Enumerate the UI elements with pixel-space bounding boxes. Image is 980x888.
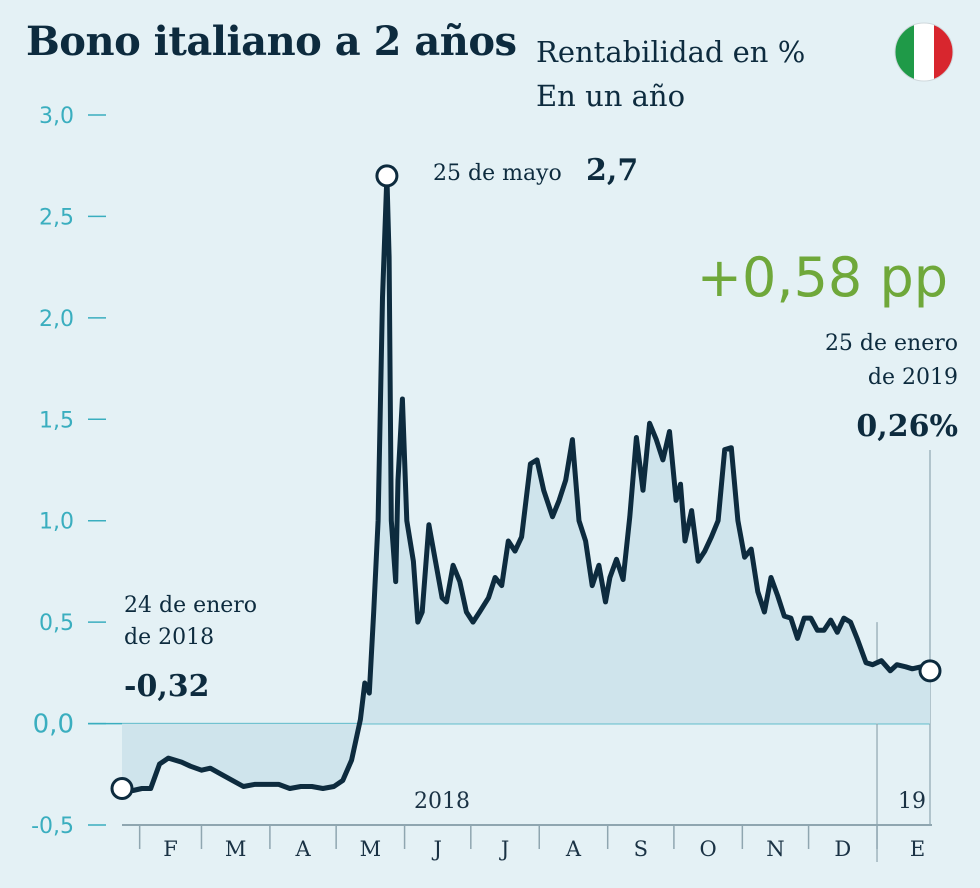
series-line xyxy=(119,173,933,793)
axis-layer: 3,0 2,5 2,0 1,5 1,0 0,5 0,0 -0,5 F M A M J J A S O N D E xyxy=(31,104,932,862)
y-tick-label: 2,5 xyxy=(39,205,74,230)
month-label: E xyxy=(910,837,925,861)
peak-date-label: 25 de mayo xyxy=(433,161,562,186)
month-label: O xyxy=(700,837,717,861)
month-label: N xyxy=(766,837,784,861)
highlight-marker xyxy=(918,659,942,683)
area-fill xyxy=(122,175,930,791)
month-label: M xyxy=(360,837,382,861)
italy-flag-icon xyxy=(894,22,954,82)
end-date-line2: de 2019 xyxy=(868,365,958,390)
month-label: A xyxy=(565,837,582,861)
start-value-label: -0,32 xyxy=(124,669,210,704)
y-tick-label: -0,5 xyxy=(31,814,74,839)
year-label-2018: 2018 xyxy=(414,789,470,814)
year-label-2019: 19 xyxy=(898,789,926,814)
month-label: J xyxy=(431,837,441,861)
chart-title: Bono italiano a 2 años xyxy=(26,18,517,65)
y-tick-label: 2,0 xyxy=(39,307,74,332)
start-date-line1: 24 de enero xyxy=(124,593,257,618)
change-label: +0,58 pp xyxy=(697,246,948,309)
marker-layer xyxy=(110,164,942,800)
chart-subtitle: Rentabilidad en % En un año xyxy=(536,30,805,118)
y-tick-label: 0,5 xyxy=(39,611,74,636)
highlight-marker xyxy=(110,776,134,800)
month-label: D xyxy=(834,837,851,861)
end-date-line1: 25 de enero xyxy=(825,331,958,356)
month-label: J xyxy=(499,837,509,861)
peak-value-label: 2,7 xyxy=(586,153,638,188)
month-label: A xyxy=(294,837,311,861)
y-tick-label: 1,0 xyxy=(39,510,74,535)
month-label: F xyxy=(163,837,178,861)
subtitle-units: Rentabilidad en % xyxy=(536,35,806,69)
y-tick-label: 1,5 xyxy=(39,408,74,433)
subtitle-period: En un año xyxy=(536,79,686,113)
start-date-line2: de 2018 xyxy=(124,625,214,650)
month-label: M xyxy=(225,837,247,861)
y-tick-label: 3,0 xyxy=(39,104,74,129)
end-value-label: 0,26% xyxy=(856,409,958,444)
month-label: S xyxy=(634,837,648,861)
highlight-marker xyxy=(375,164,399,188)
y-tick-label: 0,0 xyxy=(33,710,74,740)
